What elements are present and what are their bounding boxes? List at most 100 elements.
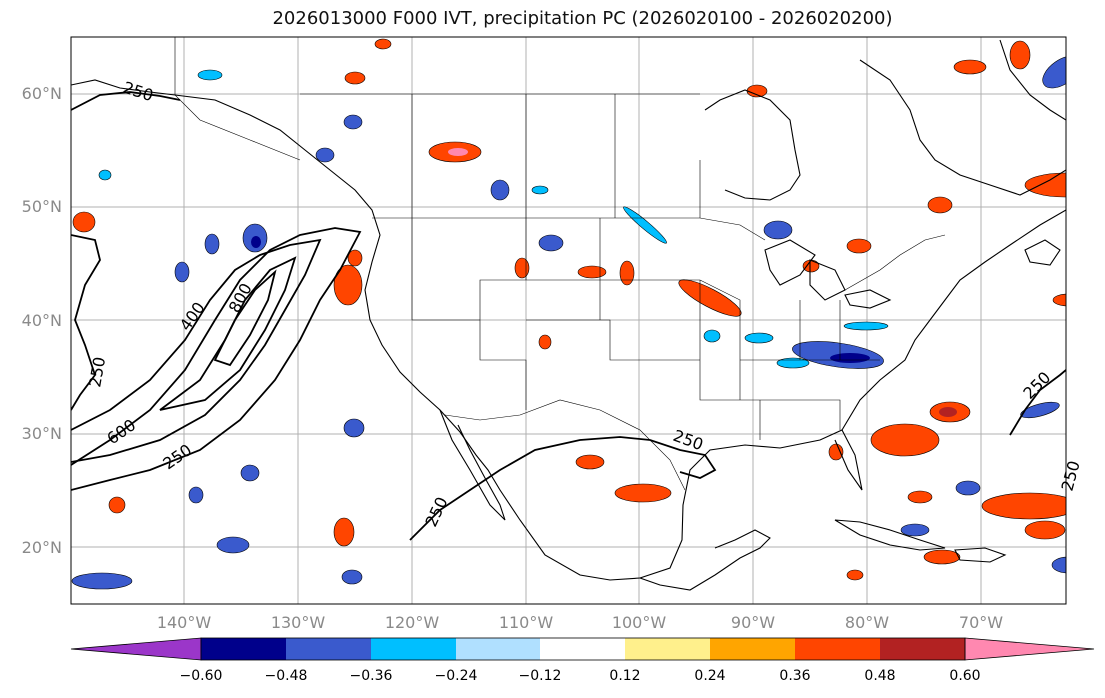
precip-positive-patch [108,496,126,514]
colorbar-label: −0.12 [519,668,562,684]
precip-negative-patch [343,114,363,130]
colorbar-label: −0.24 [435,668,478,684]
cuba [834,519,946,551]
precip-negative-patch [188,486,204,504]
precip-positive-patch [344,71,366,85]
political-borders [174,37,946,491]
precip-positive-patch [614,483,672,503]
precip-negative-patch [1020,401,1060,419]
ivt-contour-250-gulf [409,436,717,541]
colorbar-label: 0.12 [609,668,640,684]
precip-positive-patch [72,211,96,233]
alaska-coast [71,79,176,96]
hispaniola [954,547,1007,563]
precip-negative-patch [955,480,981,496]
lat-label-40: 40°N [22,311,62,330]
colorbar-segment [371,638,456,660]
precip-positive-patch [828,443,844,461]
precip-negative-patch [763,220,793,240]
precip-positive-patch [1052,293,1066,307]
precip-positive-patch [1024,520,1066,540]
precip-negative-patch [204,233,220,255]
precip-pc-field [71,38,1095,590]
lat-label-60: 60°N [22,84,62,103]
colorbar-segment [625,638,710,660]
yucatan [639,529,771,591]
colorbar-segment [201,638,286,660]
precip-positive-patch [619,260,635,286]
colorbar-segment [710,638,795,660]
precip-negative-patch [776,357,810,369]
atlantic-coast [841,209,1066,431]
colorbar-segment [540,638,625,660]
colorbar-segment [456,638,540,660]
ivt-contour-800 [213,269,277,367]
canada-province-lines [300,93,701,218]
colorbar-segment [286,638,371,660]
alaska-canada-border [174,37,301,161]
precip-positive-patch [577,265,607,279]
longitude-labels: 140°W 130°W 120°W 110°W 100°W 90°W 80°W … [157,613,1003,632]
ivt-contour-250-main [71,227,362,491]
precip-positive-patch [1024,172,1066,198]
lat-label-20: 20°N [22,538,62,557]
precip-positive-patch [981,492,1066,520]
ivt-contour-250-atlantic [1009,369,1066,436]
precip-positive-patch [514,257,530,279]
precip-negative-patch [830,353,870,363]
precip-negative-patch [490,179,510,201]
colorbar-outline [200,637,966,661]
precip-negative-patch [216,536,250,554]
precip-positive-patch [448,148,468,156]
precip-negative-patch [1042,55,1066,89]
precip-positive-patch [870,423,940,457]
precip-positive-patch [802,259,820,273]
colorbar-label: 0.24 [694,668,725,684]
precip-positive-patch [374,38,392,50]
colorbar-label: 0.60 [949,668,980,684]
precip-negative-patch [703,329,721,343]
precip-negative-patch [538,234,564,252]
baja-california [439,409,506,521]
precip-negative-patch [71,572,133,590]
colorbar-extend-high [964,637,1095,661]
gulf-of-mexico-coast [639,429,863,579]
lon-label-100: 100°W [612,613,667,632]
precip-negative-patch [240,464,260,482]
precip-negative-patch [623,206,667,244]
precip-negative-patch [1051,556,1066,574]
colorbar-segment [795,638,880,660]
coastlines [71,39,1066,591]
precip-positive-patch [923,549,961,565]
newfoundland [1024,239,1061,266]
precip-negative-patch [744,332,774,344]
precip-positive-patch [846,569,864,581]
precip-positive-patch [1009,40,1031,70]
colorbar-segment [880,638,965,660]
precip-positive-patch [907,490,933,504]
precip-positive-patch [333,517,355,547]
lat-label-30: 30°N [22,424,62,443]
precip-negative-patch [531,185,549,195]
state-lines [411,218,880,440]
lon-label-120: 120°W [385,613,440,632]
precip-negative-patch [315,147,335,163]
precip-positive-patch [927,196,953,214]
lat-label-50: 50°N [22,197,62,216]
precip-negative-patch [341,569,363,585]
precip-positive-patch [538,334,552,350]
colorbar-label: −0.48 [265,668,308,684]
ivt-contour-400 [71,238,322,463]
greenland-coast [999,39,1066,121]
map-frame [70,36,1067,605]
labrador-coast [859,59,1066,196]
precip-negative-patch [98,169,112,181]
ivt-contour-600 [159,256,297,411]
hudson-bay [704,89,801,201]
precip-negative-patch [1075,373,1095,387]
precip-negative-patch [174,261,190,283]
great-lakes [764,239,892,309]
precip-negative-patch [843,321,889,331]
colorbar: −0.60 −0.48 −0.36 −0.24 −0.12 0.12 0.24 … [70,637,1095,684]
precip-positive-patch [846,238,872,254]
